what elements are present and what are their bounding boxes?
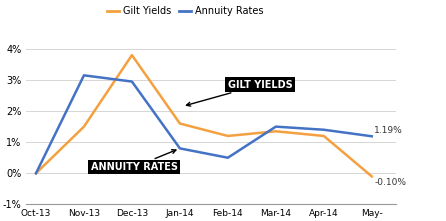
Text: GILT YIELDS: GILT YIELDS: [186, 80, 293, 106]
Legend: Gilt Yields, Annuity Rates: Gilt Yields, Annuity Rates: [103, 2, 267, 20]
Text: 1.19%: 1.19%: [374, 126, 403, 135]
Text: -0.10%: -0.10%: [374, 178, 406, 187]
Text: ANNUITY RATES: ANNUITY RATES: [91, 150, 178, 172]
